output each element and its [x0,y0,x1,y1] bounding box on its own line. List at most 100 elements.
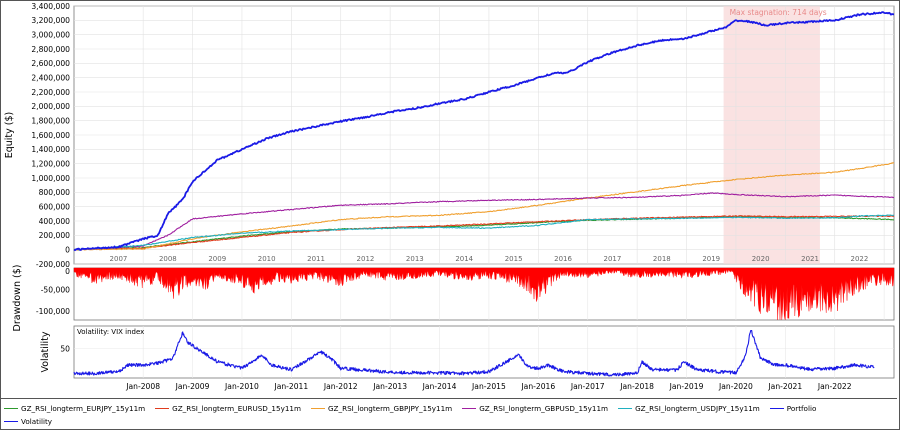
legend-item: GZ_RSI_longterm_EURUSD_15y11m [155,404,301,413]
volatility-y-axis-label: Volatility [40,331,51,372]
legend-label: Portfolio [786,403,817,413]
volatility-series [73,329,875,377]
equity-chart-svg: Max stagnation: 714 days -200,0000200,00… [4,2,895,391]
max-stagnation-label: Max stagnation: 714 days [730,8,827,17]
equity-y-tick-label: 400,000 [39,217,71,226]
equity-y-tick-label: 600,000 [39,202,71,211]
equity-x-tick-label: 2011 [307,255,325,263]
drawdown-area [73,267,895,321]
drawdown-y-tick-label: -50,000 [41,285,70,294]
volatility-y-tick-label: 50 [60,345,70,354]
equity-y-tick-label: 2,000,000 [31,102,70,111]
legend-item: GZ_RSI_longterm_GBPJPY_15y11m [310,403,453,413]
volatility-x-tick-label: Jan-2021 [767,382,802,391]
drawdown-panel: 0 -50,000 -100,000 Drawdown ($) [12,265,895,332]
legend-label: GZ_RSI_longterm_EURJPY_15y11m [21,403,146,413]
equity-series-line [73,192,895,251]
volatility-x-tick-label: Jan-2010 [224,382,259,391]
equity-grid [74,5,894,265]
legend-row-2: Volatility [4,415,62,427]
equity-series-line [73,11,895,252]
legend-swatch [310,407,325,409]
volatility-x-tick-label: Jan-2008 [125,382,160,391]
legend-row-1: GZ_RSI_longterm_EURJPY_15y11m GZ_RSI_long… [4,402,826,414]
legend-swatch [4,407,18,409]
volatility-panel: Volatility: VIX index 50 Jan-2008 Jan-200… [40,325,895,391]
volatility-line [73,329,875,377]
equity-x-tick-label: 2017 [604,255,622,263]
drawdown-y-tick-label: -100,000 [36,307,70,316]
legend-item: Portfolio [769,403,817,413]
volatility-x-tick-label: Jan-2017 [570,382,605,391]
legend-item: GZ_RSI_longterm_USDJPY_15y11m [618,404,760,413]
equity-y-tick-label: 0 [65,245,70,254]
volatility-x-ticks: Jan-2008 Jan-2009 Jan-2010 Jan-2011 Jan-2012… [125,382,852,391]
volatility-x-tick-label: Jan-2011 [273,382,308,391]
legend-item: GZ_RSI_longterm_EURJPY_15y11m [4,404,145,413]
equity-x-tick-label: 2010 [258,255,276,263]
equity-y-tick-label: 2,200,000 [31,88,70,97]
legend-swatch [462,407,477,409]
drawdown-series [73,267,895,321]
equity-y-tick-label: 2,600,000 [31,59,70,68]
volatility-x-tick-label: Jan-2012 [323,382,358,391]
volatility-x-tick-label: Jan-2020 [718,382,753,391]
legend-swatch [4,420,18,422]
equity-y-tick-label: 3,200,000 [31,16,70,25]
equity-y-tick-label: 200,000 [39,231,71,240]
equity-x-tick-label: 2015 [505,255,523,263]
equity-x-tick-label: 2019 [702,255,720,263]
equity-y-axis-label: Equity ($) [4,112,15,159]
volatility-x-tick-label: Jan-2013 [372,382,407,391]
volatility-x-tick-label: Jan-2022 [817,382,852,391]
legend-item: Volatility [4,417,52,426]
legend-label: GZ_RSI_longterm_USDJPY_15y11m [635,403,760,413]
equity-x-tick-label: 2020 [752,255,770,263]
equity-x-ticks: 2007 2008 2009 2010 2011 2012 2013 2014 2015 2016… [110,255,869,263]
legend-item: GZ_RSI_longterm_GBPUSD_15y11m [462,404,608,413]
legend-label: GZ_RSI_longterm_EURUSD_15y11m [172,403,301,413]
equity-y-ticks: -200,000 0 200,000 400,000 600,000 800,000 1,0… [31,2,70,269]
volatility-x-tick-label: Jan-2015 [471,382,506,391]
equity-y-tick-label: 2,800,000 [31,45,70,54]
drawdown-y-ticks: 0 -50,000 -100,000 [36,267,70,316]
drawdown-y-tick-label: 0 [65,267,70,276]
equity-x-tick-label: 2008 [159,255,177,263]
equity-x-tick-label: 2016 [554,255,572,263]
equity-y-tick-label: 1,200,000 [31,159,70,168]
equity-x-tick-label: 2014 [455,255,473,263]
equity-y-tick-label: 1,000,000 [31,174,70,183]
equity-panel: Max stagnation: 714 days -200,000 0 200,00… [4,2,895,269]
legend-swatch [769,407,784,409]
legend-label: GZ_RSI_longterm_GBPUSD_15y11m [479,403,609,413]
volatility-plot-area [73,325,895,379]
equity-x-tick-label: 2012 [357,255,375,263]
equity-y-tick-label: -200,000 [36,260,70,269]
volatility-x-tick-label: Jan-2016 [520,382,555,391]
equity-y-tick-label: 1,600,000 [31,131,70,140]
equity-y-tick-label: 1,800,000 [31,116,70,125]
equity-y-tick-label: 2,400,000 [31,73,70,82]
equity-y-tick-label: 3,000,000 [31,30,70,39]
volatility-x-tick-label: Jan-2014 [422,382,457,391]
equity-x-tick-label: 2013 [406,255,424,263]
equity-series [73,11,895,252]
volatility-x-tick-label: Jan-2018 [619,382,654,391]
volatility-x-tick-label: Jan-2009 [175,382,210,391]
equity-x-tick-label: 2009 [208,255,226,263]
volatility-x-tick-label: Jan-2019 [669,382,704,391]
volatility-panel-title: Volatility: VIX index [77,328,144,336]
equity-y-tick-label: 1,400,000 [31,145,70,154]
equity-series-line [73,215,895,251]
volatility-y-ticks: 50 [60,345,70,354]
equity-series-line [73,214,894,251]
equity-y-tick-label: 800,000 [39,188,71,197]
equity-y-tick-label: 3,400,000 [31,2,70,11]
legend-swatch [155,407,170,409]
legend-label: GZ_RSI_longterm_GBPJPY_15y11m [327,403,453,413]
drawdown-y-axis-label: Drawdown ($) [12,265,23,332]
equity-x-tick-label: 2021 [801,255,819,263]
equity-x-tick-label: 2007 [110,255,128,263]
chart-legend: GZ_RSI_longterm_EURJPY_15y11m GZ_RSI_long… [1,398,897,429]
legend-swatch [618,407,633,409]
